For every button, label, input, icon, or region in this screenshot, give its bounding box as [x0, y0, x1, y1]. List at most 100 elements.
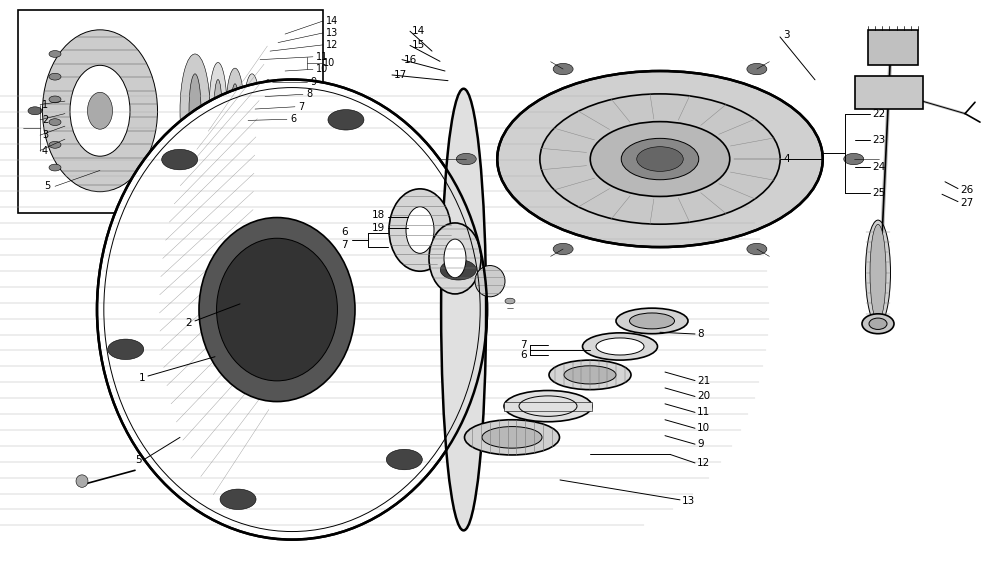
Ellipse shape — [406, 207, 434, 253]
Ellipse shape — [231, 84, 239, 138]
Circle shape — [844, 153, 864, 165]
Ellipse shape — [265, 91, 271, 131]
Text: 2: 2 — [42, 115, 48, 125]
Text: 24: 24 — [872, 162, 885, 172]
Text: 5: 5 — [135, 455, 142, 465]
Ellipse shape — [28, 107, 42, 115]
Ellipse shape — [862, 314, 894, 334]
Text: 6: 6 — [290, 114, 296, 124]
Ellipse shape — [441, 89, 486, 531]
Text: 7: 7 — [520, 340, 527, 350]
Circle shape — [553, 64, 573, 75]
Text: 23: 23 — [872, 135, 885, 145]
Text: 19: 19 — [372, 223, 385, 233]
Bar — [504, 402, 592, 411]
Circle shape — [747, 243, 767, 254]
Ellipse shape — [244, 74, 260, 148]
Text: 7: 7 — [298, 102, 304, 112]
Ellipse shape — [49, 51, 61, 57]
Text: 18: 18 — [372, 210, 385, 220]
Text: 15: 15 — [412, 40, 425, 51]
Ellipse shape — [475, 266, 505, 297]
Ellipse shape — [549, 360, 631, 390]
Text: 2: 2 — [185, 318, 192, 328]
Circle shape — [553, 243, 573, 254]
Text: 8: 8 — [697, 329, 704, 339]
Ellipse shape — [199, 218, 355, 402]
Text: 20: 20 — [697, 391, 710, 402]
Ellipse shape — [540, 94, 780, 224]
Text: 6: 6 — [341, 227, 348, 237]
Text: 4: 4 — [783, 154, 790, 164]
Bar — [18, 10, 323, 213]
Text: 3: 3 — [783, 30, 790, 40]
Text: 26: 26 — [960, 185, 973, 195]
Ellipse shape — [42, 30, 158, 192]
Ellipse shape — [209, 62, 227, 159]
Text: 8: 8 — [306, 89, 312, 99]
Ellipse shape — [97, 80, 487, 540]
Ellipse shape — [444, 239, 466, 278]
Text: 4: 4 — [42, 145, 48, 156]
Ellipse shape — [596, 338, 644, 355]
Ellipse shape — [49, 119, 61, 126]
Text: 7: 7 — [341, 240, 348, 250]
Bar — [855, 76, 923, 109]
Text: 16: 16 — [404, 55, 417, 65]
Text: 17: 17 — [394, 70, 407, 80]
Text: 1: 1 — [138, 373, 145, 383]
Ellipse shape — [564, 366, 616, 384]
Ellipse shape — [621, 139, 699, 179]
Ellipse shape — [49, 141, 61, 148]
Ellipse shape — [429, 223, 481, 294]
Circle shape — [440, 260, 476, 280]
Text: 25: 25 — [872, 188, 885, 198]
Text: 11: 11 — [316, 52, 328, 62]
Ellipse shape — [88, 93, 112, 130]
Ellipse shape — [261, 80, 275, 142]
Ellipse shape — [70, 65, 130, 156]
Text: 9: 9 — [697, 439, 704, 449]
Text: 21: 21 — [697, 375, 710, 386]
Circle shape — [747, 64, 767, 75]
Ellipse shape — [637, 147, 683, 172]
Ellipse shape — [226, 68, 244, 153]
Ellipse shape — [464, 420, 560, 455]
Ellipse shape — [866, 220, 891, 325]
Text: 13: 13 — [326, 28, 338, 38]
Ellipse shape — [280, 95, 284, 127]
Ellipse shape — [616, 308, 688, 334]
Ellipse shape — [505, 298, 515, 304]
Bar — [868, 30, 918, 65]
Ellipse shape — [482, 427, 542, 448]
Ellipse shape — [277, 85, 287, 136]
Ellipse shape — [870, 224, 886, 321]
Text: 13: 13 — [682, 496, 695, 506]
Text: 6: 6 — [520, 350, 527, 360]
Ellipse shape — [582, 333, 658, 360]
Text: 10: 10 — [323, 58, 335, 68]
Circle shape — [386, 449, 422, 470]
Circle shape — [108, 339, 144, 360]
Ellipse shape — [76, 475, 88, 487]
Ellipse shape — [869, 318, 887, 329]
Text: 5: 5 — [44, 181, 50, 191]
Ellipse shape — [49, 96, 61, 103]
Ellipse shape — [389, 189, 451, 272]
Circle shape — [456, 153, 476, 165]
Text: 3: 3 — [42, 130, 48, 140]
Ellipse shape — [630, 313, 674, 329]
Ellipse shape — [49, 73, 61, 80]
Ellipse shape — [504, 391, 592, 421]
Text: 27: 27 — [960, 198, 973, 208]
Text: 14: 14 — [412, 26, 425, 36]
Circle shape — [328, 110, 364, 130]
Text: 12: 12 — [697, 458, 710, 468]
Text: 9: 9 — [310, 77, 316, 87]
Ellipse shape — [497, 71, 823, 247]
Text: 14: 14 — [326, 16, 338, 26]
Ellipse shape — [217, 238, 337, 381]
Ellipse shape — [590, 122, 730, 197]
Ellipse shape — [180, 54, 210, 168]
Ellipse shape — [214, 80, 222, 142]
